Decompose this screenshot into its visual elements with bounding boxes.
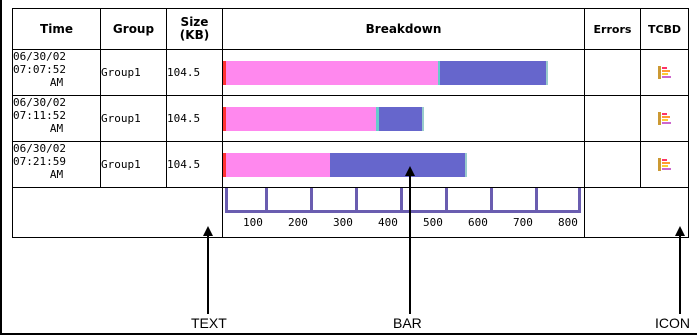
table-row: 06/30/02 07:21:59 AM Group1 104.5 [12,141,689,188]
axis-tick-label: 200 [288,216,308,229]
timing-table: Time Group Size (KB) Breakdown Errors TC… [12,8,689,238]
axis-tick [535,188,538,212]
bar-segment-blue [330,153,465,177]
clock-text: 07:11:52 [13,109,66,122]
tcbd-cell [640,95,689,142]
header-breakdown: Breakdown [222,8,585,50]
bar-segment-red [223,61,226,85]
breakdown-cell [222,141,585,188]
axis-spacer-cell [12,187,223,238]
bar-segment-end [422,107,424,131]
ampm-text: AM [49,168,64,181]
bar-segment-pink [226,61,438,85]
axis-tick-label: 500 [423,216,443,229]
bar-segment-cyan [376,107,379,131]
axis-tick [400,188,403,212]
bar-segment-red [223,107,226,131]
axis-tick [310,188,313,212]
axis-tick [355,188,358,212]
axis-tick-label: 800 [558,216,578,229]
header-row: Time Group Size (KB) Breakdown Errors TC… [12,8,689,50]
icon-callout-label: ICON [655,315,690,331]
tcbd-cell [640,49,689,96]
time-cell: 06/30/02 07:21:59 AM [12,141,101,188]
ampm-text: AM [49,76,64,89]
header-tcbd: TCBD [640,8,689,50]
header-time: Time [12,8,101,50]
breakdown-cell [222,95,585,142]
size-cell: 104.5 [166,49,223,96]
errors-cell [584,141,641,188]
bar-segment-red [223,153,226,177]
axis-cell: 100 200 300 400 500 600 700 800 [222,187,585,238]
axis-tick-label: 700 [513,216,533,229]
size-cell: 104.5 [166,141,223,188]
text-callout-arrow [207,232,209,314]
bar-segment-pink [226,107,376,131]
axis-tick-label: 300 [333,216,353,229]
breakdown-chart-icon[interactable] [657,157,672,172]
time-cell: 06/30/02 07:07:52 AM [12,49,101,96]
group-cell: Group1 [100,49,167,96]
bar-callout-arrow [409,172,411,314]
size-cell: 104.5 [166,95,223,142]
bar-callout-label: BAR [393,315,422,331]
bar-segment-blue [379,107,422,131]
text-callout-arrowhead [203,226,213,236]
breakdown-cell [222,49,585,96]
bar-segment-cyan [438,61,440,85]
errors-cell [584,95,641,142]
axis-tick-start [225,188,228,212]
bar-segment-end [546,61,548,85]
breakdown-chart-icon[interactable] [657,111,672,126]
bar-segment-blue [440,61,546,85]
icon-callout-arrow [679,232,681,314]
clock-text: 07:07:52 [13,63,66,76]
axis-tick-label: 400 [378,216,398,229]
date-text: 06/30/02 [13,50,66,63]
header-size: Size (KB) [166,8,223,50]
table-row: 06/30/02 07:11:52 AM Group1 104.5 [12,95,689,142]
table-row: 06/30/02 07:07:52 AM Group1 104.5 [12,49,689,96]
axis-tick-label: 100 [243,216,263,229]
bar-callout-arrowhead [405,166,415,176]
date-text: 06/30/02 [13,96,66,109]
bar-segment-pink [226,153,330,177]
axis-tick [490,188,493,212]
axis-tick [445,188,448,212]
axis-tick [265,188,268,212]
group-cell: Group1 [100,141,167,188]
axis-trailing-cell [584,187,689,238]
group-cell: Group1 [100,95,167,142]
clock-text: 07:21:59 [13,155,66,168]
ampm-text: AM [49,122,64,135]
header-errors: Errors [584,8,641,50]
axis-row: 100 200 300 400 500 600 700 800 [12,187,689,238]
breakdown-chart-icon[interactable] [657,65,672,80]
axis-tick-label: 600 [468,216,488,229]
time-cell: 06/30/02 07:11:52 AM [12,95,101,142]
icon-callout-arrowhead [675,226,685,236]
axis-tick-end [578,188,581,212]
text-callout-label: TEXT [191,315,227,331]
axis-line [225,210,581,213]
date-text: 06/30/02 [13,142,66,155]
bar-segment-end [465,153,467,177]
tcbd-cell [640,141,689,188]
errors-cell [584,49,641,96]
header-group: Group [100,8,167,50]
